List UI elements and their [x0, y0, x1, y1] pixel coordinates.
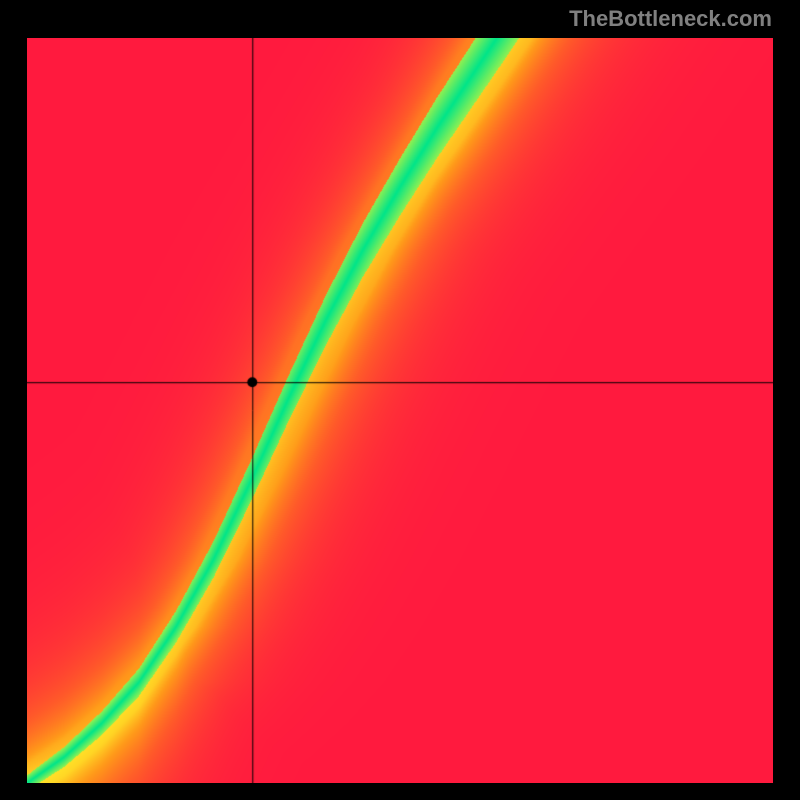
chart-container: TheBottleneck.com	[0, 0, 800, 800]
bottleneck-heatmap	[27, 38, 773, 783]
watermark-text: TheBottleneck.com	[569, 6, 772, 32]
